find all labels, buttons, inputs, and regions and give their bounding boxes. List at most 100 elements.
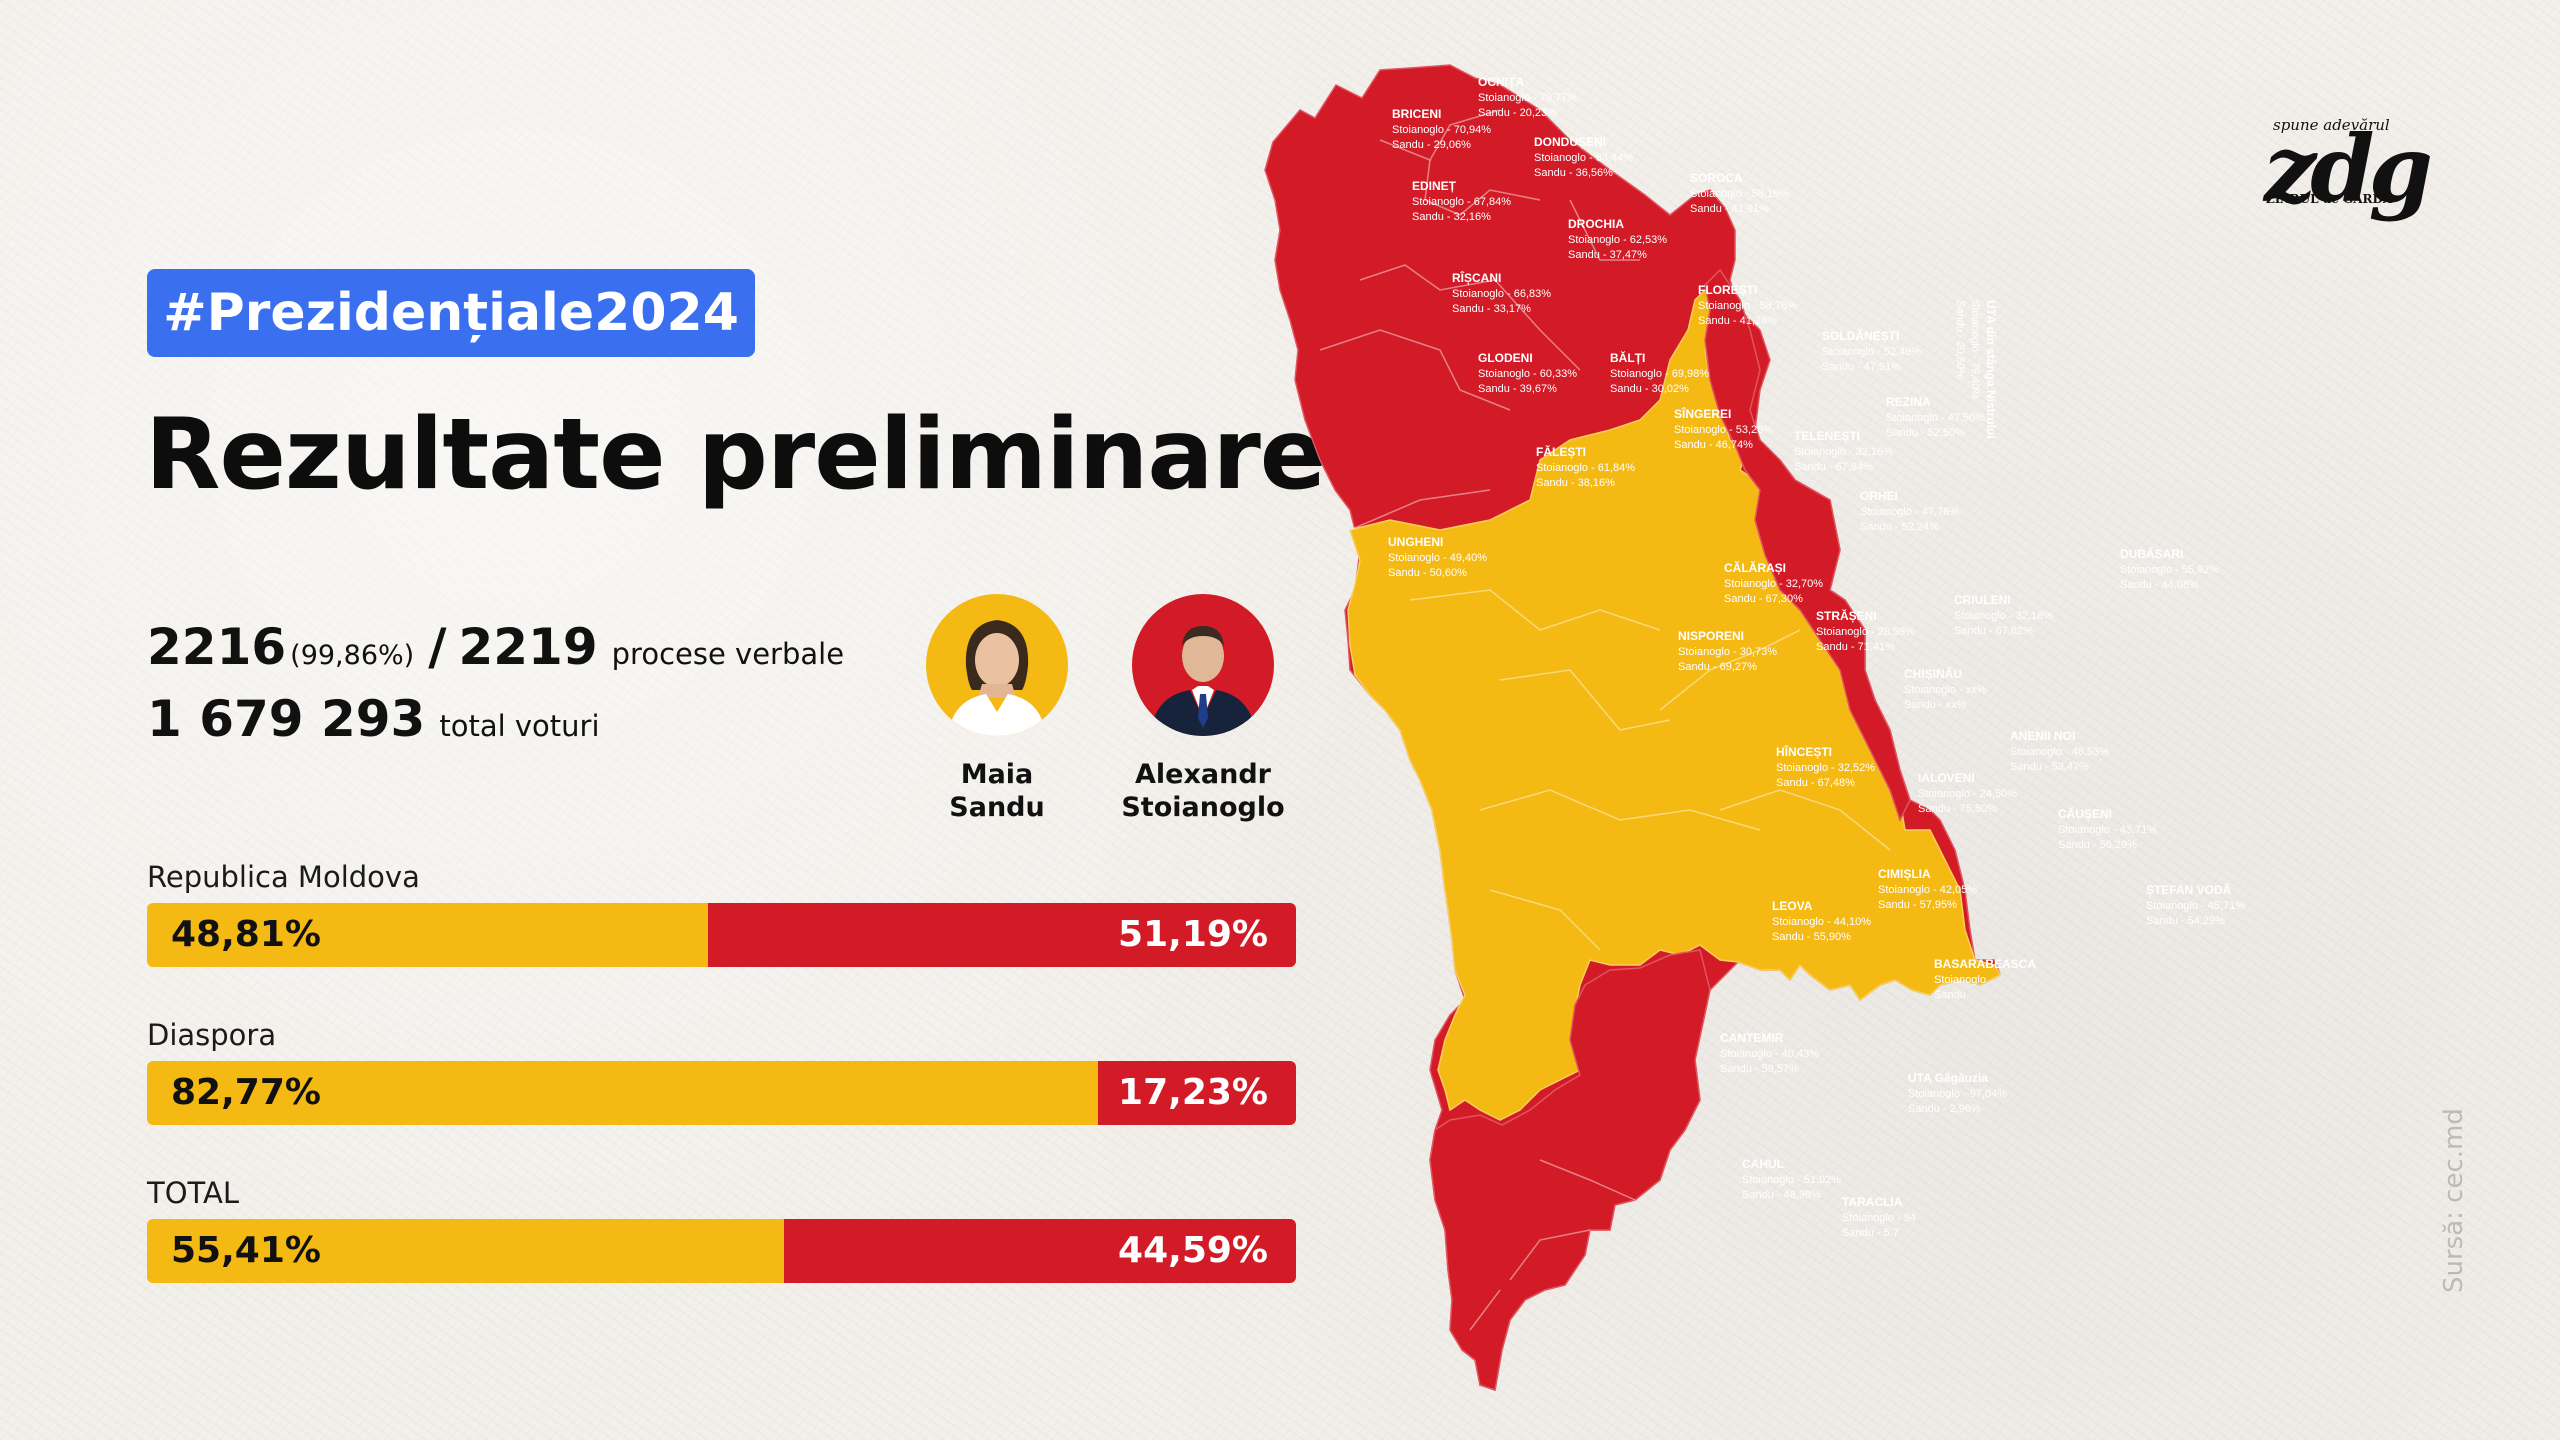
region-sandu-result: Sandu - 69,27%: [1678, 661, 1757, 673]
region-stoianoglo-result: Stoianoglo - 69,98%: [1610, 368, 1709, 380]
region-sandu-result: Sandu - 47,51%: [1822, 361, 1901, 373]
region-sandu-result: Sandu - 32,16%: [1412, 211, 1491, 223]
region-name: CRIULENI: [1954, 593, 2011, 607]
region-32: UTA Găgăuzia Stoianoglo - 97,04% Sandu - 2…: [1908, 1071, 2007, 1115]
region-sandu-result: Sandu - 56,29%: [2058, 839, 2137, 851]
region-stoianoglo-result: Stoianoglo - 61,84%: [1536, 462, 1635, 474]
region-stoianoglo-result: Stoianoglo - 28,59%: [1816, 626, 1915, 638]
logo-tagline: spune adevărul: [2273, 116, 2390, 134]
result-label-diaspora: Diaspora: [147, 1018, 277, 1052]
region-33: CAHUL Stoianoglo - 51,02% Sandu - 48,98%: [1742, 1157, 1841, 1201]
region-name: SOROCA: [1690, 171, 1743, 185]
region-sandu-result: Sandu - 46,74%: [1674, 439, 1753, 451]
region-stoianoglo-result: Stoianoglo - 47,76%: [1860, 506, 1959, 518]
region-9: BĂLȚI Stoianoglo - 69,98% Sandu - 30,02%: [1610, 350, 1709, 395]
region-stoianoglo-result: Stoianoglo - 44,10%: [1772, 916, 1871, 928]
map-district-borders: [1319, 109, 1891, 951]
region-name: UTA din stânga Nistrului: [1984, 300, 1998, 439]
region-5: DROCHIA Stoianoglo - 62,53% Sandu - 37,47%: [1568, 217, 1667, 261]
region-28: ȘTEFAN VODĂ Stoianoglo - 45,71% Sandu - 54…: [2146, 882, 2245, 927]
region-19: CRIULENI Stoianoglo - 32,18% Sandu - 67,82…: [1954, 593, 2053, 637]
map-transnistria-strip: [1704, 268, 1911, 822]
region-sandu-result: Sandu - xx%: [1904, 699, 1967, 711]
region-sandu-result: Sandu - 20,60%: [1954, 300, 1966, 379]
region-sandu-result: Sandu - 67,30%: [1724, 593, 1803, 605]
sandu-percent: 82,77%: [171, 1072, 321, 1113]
region-name: BASARABEASCA: [1934, 957, 2036, 971]
region-8: GLODENI Stoianoglo - 60,33% Sandu - 39,67%: [1478, 351, 1577, 395]
region-name: HÎNCEȘTI: [1776, 744, 1832, 759]
stoianoglo-segment: 17,23%: [1098, 1061, 1296, 1125]
region-1: BRICENI Stoianoglo - 70,94% Sandu - 29,06%: [1392, 107, 1491, 151]
region-13: REZINA Stoianoglo - 47,50% Sandu - 52,50%: [1886, 395, 1985, 439]
region-name: OCNIȚA: [1478, 75, 1524, 89]
region-sandu-result: Sandu - 41,24%: [1698, 315, 1777, 327]
avatar: [1132, 594, 1274, 736]
region-sandu-result: Sandu - 5,7: [1842, 1227, 1899, 1239]
votes-stat: 1 679 293 total voturi: [147, 690, 600, 748]
region-23: ANENII NOI Stoianoglo - 46,53% Sandu - 53,…: [2010, 729, 2109, 773]
processed-count: 2216: [147, 618, 287, 676]
region-18: CĂLĂRAȘI Stoianoglo - 32,70% Sandu - 67,30…: [1724, 560, 1823, 605]
sandu-segment: 82,77%: [147, 1061, 1099, 1125]
region-name: LEOVA: [1772, 899, 1813, 913]
stoianoglo-percent: 44,59%: [1118, 1230, 1268, 1271]
region-stoianoglo-result: Stoianoglo - xx%: [1904, 684, 1987, 696]
region-sandu-result: Sandu: [1934, 989, 1966, 1001]
source-note: Sursă: cec.md: [2439, 1108, 2469, 1293]
result-bar-diaspora: 82,77% 17,23%: [147, 1061, 1296, 1125]
region-stoianoglo-result: Stoianoglo - 46,53%: [2010, 746, 2109, 758]
region-name: BRICENI: [1392, 107, 1441, 121]
votes-label: total voturi: [439, 709, 600, 743]
region-sandu-result: Sandu - 30,02%: [1610, 383, 1689, 395]
region-stoianoglo-result: Stoianoglo - 45,71%: [2146, 900, 2245, 912]
region-name: CHIȘINĂU: [1904, 666, 1962, 681]
region-24: HÎNCEȘTI Stoianoglo - 32,52% Sandu - 67,48…: [1776, 744, 1875, 789]
stoianoglo-segment: 51,19%: [707, 903, 1296, 967]
result-bar-total: 55,41% 44,59%: [147, 1219, 1296, 1283]
region-stoianoglo-result: Stoianoglo - 60,33%: [1478, 368, 1577, 380]
region-name: FLOREȘTI: [1698, 283, 1757, 297]
region-sandu-result: Sandu - 52,24%: [1860, 521, 1939, 533]
region-sandu-result: Sandu - 20,23%: [1478, 107, 1557, 119]
region-name: CAHUL: [1742, 1157, 1784, 1171]
region-sandu-result: Sandu - 38,16%: [1536, 477, 1615, 489]
region-name: EDINEȚ: [1412, 179, 1457, 193]
total-votes: 1 679 293: [147, 690, 426, 748]
region-16: UNGHENI Stoianoglo - 49,40% Sandu - 50,60%: [1388, 535, 1487, 579]
protocols-stat: 2216 (99,86%) /2219 procese verbale: [147, 618, 844, 676]
candidate-last-name: Sandu: [949, 792, 1045, 823]
map-south-borders: [1469, 1159, 1636, 1331]
region-name: SÎNGEREI: [1674, 406, 1731, 421]
region-stoianoglo-result: Stoianoglo - 32,70%: [1724, 578, 1823, 590]
region-name: IALOVENI: [1918, 771, 1975, 785]
slash-separator: /: [428, 618, 447, 676]
candidate-sandu: Maia Sandu: [887, 594, 1107, 824]
portrait-icon: [1150, 626, 1256, 736]
region-sandu-result: Sandu - 71,41%: [1816, 641, 1895, 653]
region-2: DONDUȘENI Stoianoglo - 63,44% Sandu - 36,5…: [1534, 135, 1633, 179]
region-stoianoglo-result: Stoianoglo - 43,71%: [2058, 824, 2157, 836]
region-21: NISPORENI Stoianoglo - 30,73% Sandu - 69,2…: [1678, 629, 1777, 673]
region-stoianoglo-result: Stoianoglo - 58,76%: [1698, 300, 1797, 312]
region-name: DUBĂSARI: [2120, 546, 2183, 561]
region-17: DUBĂSARI Stoianoglo - 55,92% Sandu - 44,08…: [2120, 546, 2219, 591]
sandu-segment: 48,81%: [147, 903, 708, 967]
region-stoianoglo-result: Stoianoglo - 94: [1842, 1212, 1916, 1224]
region-29: LEOVA Stoianoglo - 44,10% Sandu - 55,90%: [1772, 899, 1871, 943]
region-name: ȘTEFAN VODĂ: [2146, 882, 2232, 897]
region-12: FĂLEȘTI Stoianoglo - 61,84% Sandu - 38,16%: [1536, 444, 1635, 489]
region-name: NISPORENI: [1678, 629, 1744, 643]
region-stoianoglo-result: Stoianoglo - 66,83%: [1452, 288, 1551, 300]
region-7: FLOREȘTI Stoianoglo - 58,76% Sandu - 41,24…: [1698, 283, 1797, 327]
region-stoianoglo-result: Stoianoglo - 32,16%: [1794, 446, 1893, 458]
region-stoianoglo-result: Stoianoglo - 55,92%: [2120, 564, 2219, 576]
region-stoianoglo-result: Stoianoglo - 67,84%: [1412, 196, 1511, 208]
region-stoianoglo-result: Stoianoglo - 32,18%: [1954, 610, 2053, 622]
result-bar-moldova: 48,81% 51,19%: [147, 903, 1296, 967]
region-stoianoglo-result: Stoianoglo - 47,50%: [1886, 412, 1985, 424]
region-sandu-result: Sandu - 36,56%: [1534, 167, 1613, 179]
page-title: Rezultate preliminare: [145, 398, 1326, 512]
